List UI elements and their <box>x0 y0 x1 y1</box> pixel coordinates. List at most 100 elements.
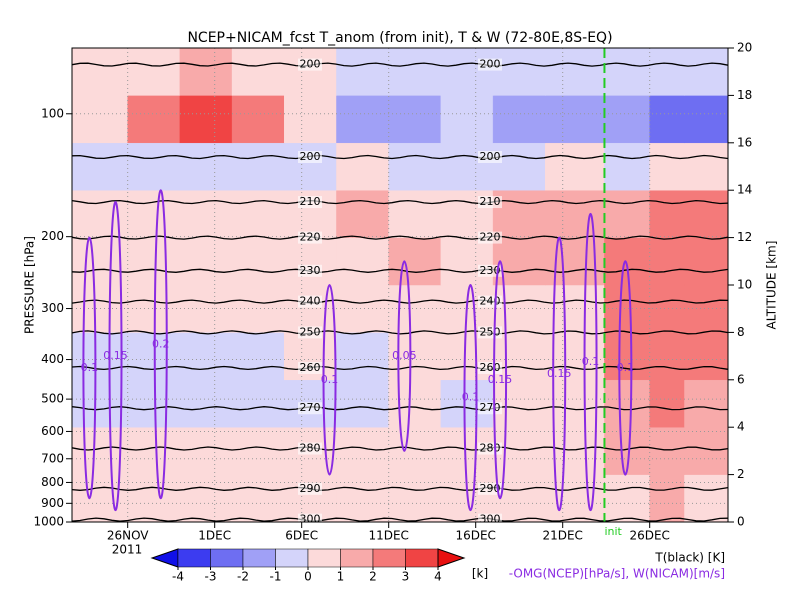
isotherm-label-bg <box>298 231 322 244</box>
anomaly-cell <box>604 47 650 96</box>
colorbar-label: -4 <box>172 570 184 584</box>
isotherm-label: 240 <box>300 295 321 308</box>
anomaly-cell <box>71 379 128 428</box>
y2-tick-label: 14 <box>737 183 752 197</box>
init-label: init <box>604 525 622 538</box>
isotherm-label-bg <box>478 326 502 339</box>
anomaly-cell <box>388 379 442 428</box>
anomaly-cell <box>127 47 181 96</box>
anomaly-cell <box>71 47 128 96</box>
anomaly-cell <box>127 95 181 144</box>
isotherm-label: 290 <box>480 482 501 495</box>
anomaly-cell <box>545 189 605 238</box>
anomaly-cell <box>649 237 685 286</box>
anomaly-cell <box>388 474 442 523</box>
isotherm-label-bg <box>298 361 322 374</box>
x-tick-label: 6DEC <box>285 529 318 543</box>
anomaly-cell <box>604 237 650 286</box>
omega-contour <box>153 189 168 500</box>
anomaly-cell <box>179 332 233 381</box>
isotherm-label: 240 <box>480 295 501 308</box>
anomaly-cell <box>649 332 685 381</box>
colorbar-label: 0 <box>304 570 312 584</box>
anomaly-cell <box>336 284 389 333</box>
anomaly-cell <box>231 47 285 96</box>
y2-tick-label: 8 <box>737 325 745 339</box>
anomaly-cell <box>684 284 729 333</box>
anomaly-cell <box>649 142 685 191</box>
anomaly-cell <box>127 189 181 238</box>
anomaly-cell <box>388 189 442 238</box>
anomaly-cell <box>684 332 729 381</box>
anomaly-cell <box>336 47 389 96</box>
isotherm <box>71 446 729 451</box>
colorbar-label: 4 <box>434 570 442 584</box>
omega-label: 0.15 <box>488 373 513 386</box>
anomaly-cell <box>127 474 181 523</box>
colorbar-bin <box>242 548 276 568</box>
omega-label: 0.1 <box>617 361 635 374</box>
isotherm-label: 220 <box>300 231 321 244</box>
isotherm-label-bg <box>478 231 502 244</box>
isotherm-label: 200 <box>480 58 501 71</box>
colorbar-bin <box>340 548 374 568</box>
isotherm-label-bg <box>478 361 502 374</box>
anomaly-cell <box>545 142 605 191</box>
y2-tick-label: 0 <box>737 515 745 529</box>
omega-label: 0.1 <box>81 361 99 374</box>
anomaly-cell <box>284 142 337 191</box>
anomaly-cell <box>336 237 389 286</box>
isotherm-label: 290 <box>300 482 321 495</box>
isotherm-label-bg <box>298 442 322 455</box>
anomaly-cell <box>71 95 128 144</box>
y-tick-label: 100 <box>41 106 64 120</box>
anomaly-cell <box>231 237 285 286</box>
anomaly-cell <box>649 47 685 96</box>
isotherm-label: 280 <box>480 442 501 455</box>
y2-tick-label: 10 <box>737 278 752 292</box>
isotherm-label-bg <box>298 402 322 415</box>
anomaly-cell <box>684 426 729 475</box>
y2-tick-label: 6 <box>737 372 745 386</box>
x-tick-label: 11DEC <box>368 529 408 543</box>
anomaly-cell <box>604 189 650 238</box>
isotherm-label: 280 <box>300 442 321 455</box>
omega-contour <box>322 284 337 476</box>
anomaly-cell <box>231 189 285 238</box>
isotherm-label: 200 <box>480 150 501 163</box>
isotherm-label: 200 <box>300 150 321 163</box>
isotherm-label: 230 <box>480 264 501 277</box>
isotherm <box>71 199 729 205</box>
anomaly-cell <box>71 142 128 191</box>
isotherm-label-bg <box>298 326 322 339</box>
anomaly-cell <box>336 426 389 475</box>
omega-contour <box>108 201 123 512</box>
isotherm-label-bg <box>298 482 322 495</box>
anomaly-cell <box>684 379 729 428</box>
colorbar-label: 3 <box>402 570 410 584</box>
isotherm-label: 300 <box>480 513 501 526</box>
anomaly-cell <box>684 47 729 96</box>
anomaly-cell <box>604 95 650 144</box>
isotherm-label-bg <box>478 513 502 526</box>
y-tick-label: 600 <box>41 424 64 438</box>
anomaly-cell <box>179 379 233 428</box>
y-tick-label: 400 <box>41 352 64 366</box>
anomaly-cell <box>71 284 128 333</box>
anomaly-cell <box>336 332 389 381</box>
isotherm-label: 270 <box>480 401 501 414</box>
isotherm-label-bg <box>298 513 322 526</box>
anomaly-cell <box>336 379 389 428</box>
isotherm <box>71 62 729 67</box>
year-label: 2011 <box>112 543 143 557</box>
legend-omega: -OMG(NCEP)[hPa/s], W(NICAM)[m/s] <box>509 567 725 581</box>
anomaly-cell <box>284 47 337 96</box>
anomaly-cell <box>388 142 442 191</box>
anomaly-cell <box>179 189 233 238</box>
omega-label: 0.15 <box>103 349 128 362</box>
y-tick-label: 800 <box>41 475 64 489</box>
isotherm-label-bg <box>298 58 322 71</box>
y2-tick-label: 4 <box>737 420 745 434</box>
anomaly-cell <box>179 47 233 96</box>
colorbar-bin <box>307 548 341 568</box>
